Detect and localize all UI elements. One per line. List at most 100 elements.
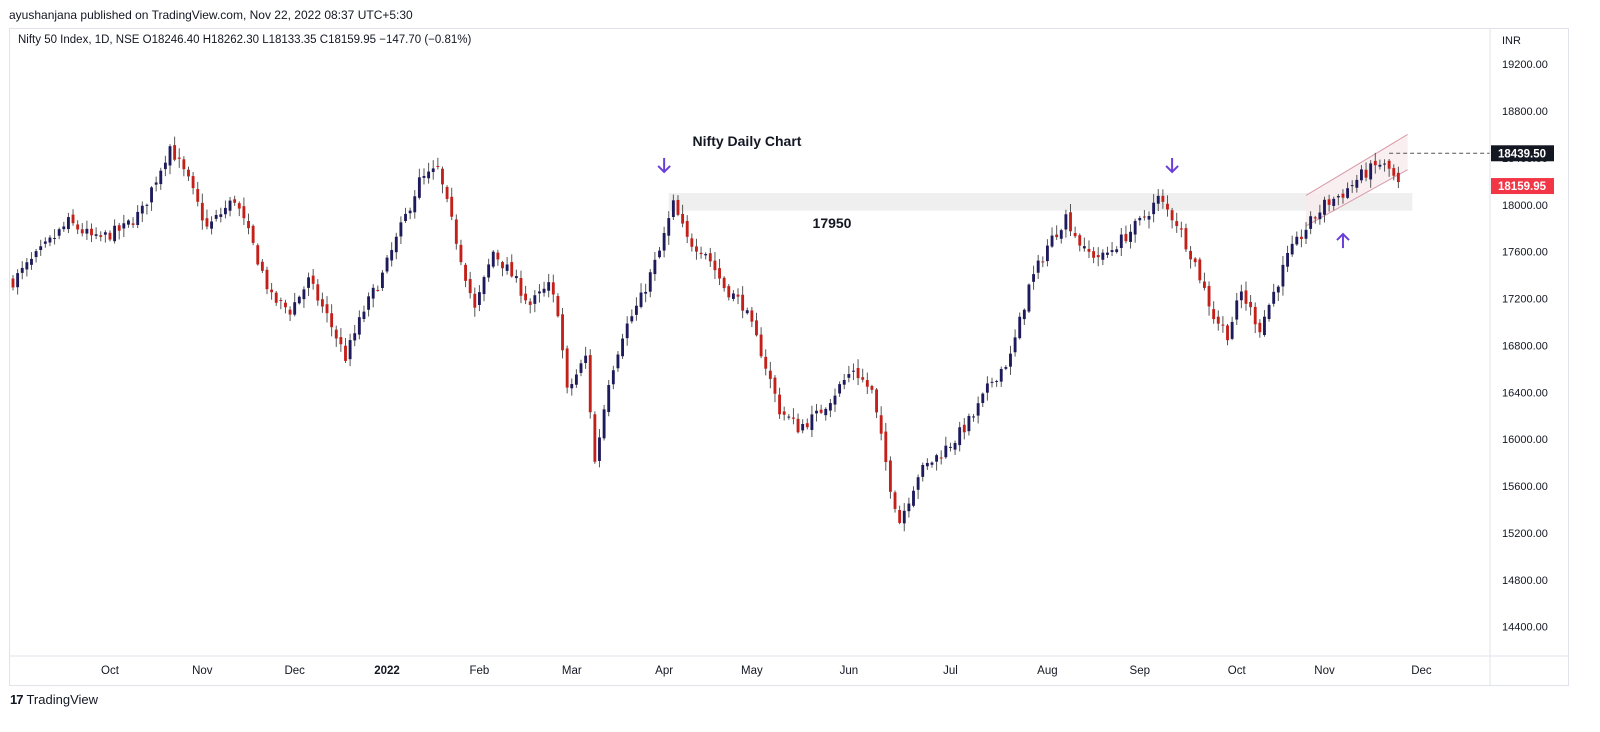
candle	[454, 219, 458, 244]
symbol-legend[interactable]: Nifty 50 Index, 1D, NSE O18246.40 H18262…	[18, 34, 472, 46]
candle	[344, 345, 347, 361]
tradingview-logo-icon: 17	[10, 692, 24, 707]
candle	[621, 338, 624, 357]
candle	[630, 316, 634, 322]
candle	[385, 257, 389, 272]
candle	[565, 348, 569, 388]
candle	[1018, 316, 1022, 339]
candle	[759, 334, 763, 357]
x-tick-label: Feb	[469, 665, 489, 677]
candle	[1369, 163, 1373, 180]
candle	[233, 199, 237, 203]
candle	[1258, 322, 1262, 333]
candle	[1092, 251, 1096, 258]
candle	[750, 310, 754, 322]
candle	[491, 251, 495, 267]
high-price-tag-bg	[1491, 145, 1554, 162]
candle	[902, 510, 906, 524]
candle	[616, 354, 620, 369]
candle	[1184, 228, 1188, 250]
candle	[247, 220, 250, 229]
candle	[796, 418, 800, 433]
candle	[1221, 324, 1225, 326]
chart-frame[interactable]	[9, 28, 1569, 686]
candle	[833, 395, 837, 405]
candle	[1078, 235, 1082, 246]
candle	[921, 464, 925, 477]
candle	[57, 229, 61, 236]
candle	[519, 277, 523, 296]
candle	[408, 210, 412, 214]
candle	[1073, 232, 1077, 237]
candle	[824, 408, 828, 416]
candle	[187, 169, 190, 177]
candle	[417, 177, 421, 198]
candle	[875, 389, 878, 413]
candle	[528, 301, 532, 305]
candle	[912, 490, 915, 506]
support-zone	[668, 193, 1413, 211]
candle	[611, 370, 615, 385]
candle	[722, 277, 726, 289]
candle	[1360, 169, 1363, 181]
candle	[362, 311, 366, 320]
candle	[1161, 195, 1165, 202]
candle	[482, 277, 486, 295]
candle	[1009, 353, 1012, 367]
candle	[1004, 367, 1008, 369]
tradingview-brand[interactable]: 17 TradingView	[10, 692, 98, 707]
candle	[598, 437, 601, 461]
candle	[815, 410, 818, 414]
candle	[117, 225, 121, 231]
candle	[1212, 309, 1216, 320]
candle	[145, 204, 149, 206]
chart-title: Nifty Daily Chart	[693, 133, 802, 149]
candle	[958, 427, 962, 446]
candle	[593, 414, 597, 462]
candle	[1244, 290, 1248, 304]
candle	[1304, 229, 1308, 239]
candle	[80, 229, 84, 234]
x-tick-label: Sep	[1130, 665, 1150, 677]
arrow-up-icon	[1336, 232, 1350, 249]
candle	[639, 292, 643, 307]
candle	[538, 291, 541, 294]
candle	[579, 363, 583, 373]
x-tick-label: Oct	[101, 665, 120, 677]
candle	[1189, 250, 1193, 260]
candle	[1082, 246, 1086, 249]
candle	[288, 309, 292, 315]
candle	[505, 264, 509, 271]
candle	[510, 262, 514, 277]
candle	[1027, 284, 1031, 312]
candle	[168, 146, 172, 166]
candle	[371, 287, 375, 299]
candle	[1207, 285, 1211, 307]
candle	[574, 374, 578, 385]
candle	[223, 207, 227, 215]
candle	[71, 214, 75, 224]
annotation-layer: Nifty Daily Chart 17950	[657, 133, 1490, 249]
candle	[260, 261, 264, 271]
candle	[1299, 236, 1303, 240]
candle	[131, 223, 135, 225]
candle	[967, 415, 971, 432]
y-tick-label: 18800.00	[1502, 106, 1548, 118]
candle	[819, 409, 823, 413]
candle	[113, 225, 117, 242]
candle	[792, 417, 795, 419]
candle	[1198, 259, 1202, 281]
candle	[357, 317, 361, 335]
candle	[320, 299, 324, 307]
candle	[127, 220, 130, 225]
candle	[182, 159, 186, 170]
y-tick-label: 17200.00	[1502, 294, 1548, 306]
candle	[1230, 321, 1234, 339]
candle	[1147, 216, 1151, 220]
candle	[1318, 212, 1322, 220]
last-price-tag-bg	[1491, 178, 1554, 195]
candle	[1396, 172, 1400, 183]
support-zone-layer	[668, 193, 1413, 211]
candle	[514, 276, 518, 279]
